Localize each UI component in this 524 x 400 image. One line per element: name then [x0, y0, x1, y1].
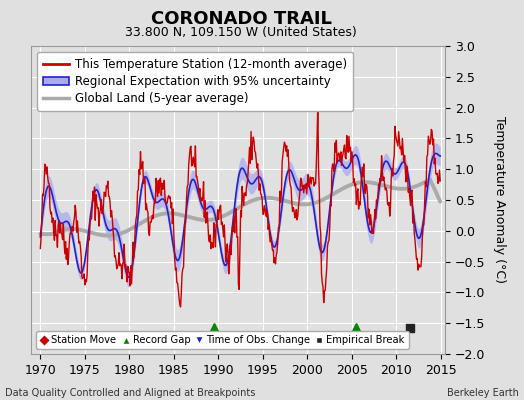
Text: Berkeley Earth: Berkeley Earth	[447, 388, 519, 398]
Y-axis label: Temperature Anomaly (°C): Temperature Anomaly (°C)	[494, 116, 507, 284]
Text: CORONADO TRAIL: CORONADO TRAIL	[150, 10, 332, 28]
Text: 33.800 N, 109.150 W (United States): 33.800 N, 109.150 W (United States)	[125, 26, 357, 39]
Text: Data Quality Controlled and Aligned at Breakpoints: Data Quality Controlled and Aligned at B…	[5, 388, 256, 398]
Legend: Station Move, Record Gap, Time of Obs. Change, Empirical Break: Station Move, Record Gap, Time of Obs. C…	[37, 331, 409, 349]
